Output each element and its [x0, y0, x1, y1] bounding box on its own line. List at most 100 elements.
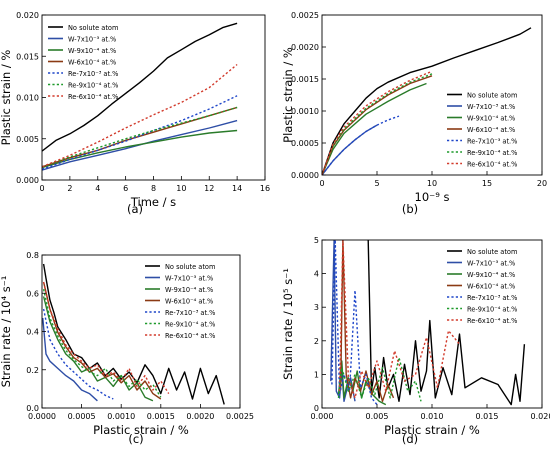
chart-panel-c: 0.0000 0.0005 0.0010 0.0015 0.0020 0.0025 0.0 0…: [0, 251, 254, 437]
legend: No solute atom W-7x10⁻³ at.% W-9x10⁻⁴ at.%…: [145, 263, 215, 340]
series-line-d-6: [338, 240, 461, 399]
x-tick-label: 20: [537, 179, 547, 188]
series-line-b-0: [322, 27, 532, 175]
series-group: [42, 22, 238, 171]
x-axis-label: Plastic strain / %: [384, 423, 480, 437]
legend-label: Re-7x10⁻³ at.%: [68, 70, 118, 78]
x-tick-label: 0.000: [311, 412, 334, 421]
series-line-a-5: [42, 106, 238, 168]
legend-label: Re-9x10⁻⁴ at.%: [165, 320, 215, 328]
series-line-d-5: [337, 356, 422, 402]
y-tick-label: 0.020: [16, 11, 39, 20]
x-tick-label: 0.0000: [28, 412, 56, 421]
y-tick-label: 5: [314, 236, 319, 245]
legend-label: W-9x10⁻⁴ at.%: [467, 271, 515, 279]
series-line-d-0: [367, 240, 526, 406]
series-line-d-2: [337, 360, 387, 406]
x-tick-label: 16: [260, 184, 270, 193]
series-line-a-4: [42, 95, 238, 170]
legend: No solute atom W-7x10⁻³ at.% W-9x10⁻⁴ at.%…: [447, 248, 517, 325]
legend-label: W-6x10⁻⁴ at.%: [467, 282, 515, 290]
series-line-a-6: [42, 63, 238, 168]
legend-label: No solute atom: [68, 24, 118, 32]
y-tick-label: 0.0025: [291, 11, 319, 20]
x-tick-label: 0.0020: [186, 412, 214, 421]
y-tick-label: 2: [314, 337, 319, 346]
y-tick-label: 0.005: [16, 135, 39, 144]
x-tick-label: 12: [204, 184, 214, 193]
legend-label: Re-9x10⁻⁴ at.%: [467, 149, 517, 157]
y-tick-label: 0.6: [26, 289, 39, 298]
x-tick-label: 0.010: [421, 412, 444, 421]
legend-label: W-6x10⁻⁴ at.%: [68, 58, 116, 66]
y-axis-label: Strain rate / 10⁴ s⁻¹: [0, 276, 13, 388]
x-tick-label: 0.005: [366, 412, 389, 421]
x-axis-label: 10⁻⁹ s: [415, 190, 450, 204]
y-tick-label: 0.0020: [291, 43, 319, 52]
y-tick-label: 0.010: [16, 94, 39, 103]
series-line-a-2: [42, 129, 238, 169]
series-line-d-4: [331, 240, 378, 406]
legend-label: Re-9x10⁻⁴ at.%: [68, 81, 118, 89]
series-group: [322, 27, 532, 175]
x-tick-label: 6: [123, 184, 128, 193]
legend: No solute atom W-7x10⁻³ at.% W-9x10⁻⁴ at.%…: [48, 24, 118, 101]
x-tick-label: 0.020: [531, 412, 550, 421]
figure-label-b: (b): [402, 202, 418, 216]
legend-label: Re-6x10⁻⁴ at.%: [467, 160, 517, 168]
legend-label: Re-6x10⁻⁴ at.%: [68, 93, 118, 101]
legend-label: Re-6x10⁻⁴ at.%: [165, 332, 215, 340]
y-tick-label: 0.015: [16, 52, 39, 61]
y-tick-label: 1: [314, 370, 319, 379]
legend-label: W-9x10⁻⁴ at.%: [68, 47, 116, 55]
series-line-b-4: [322, 115, 400, 175]
y-tick-label: 3: [314, 303, 319, 312]
legend-label: Re-6x10⁻⁴ at.%: [467, 317, 517, 325]
y-axis-label: Plastic strain / %: [281, 47, 295, 143]
legend-label: W-7x10⁻³ at.%: [68, 35, 116, 43]
x-tick-label: 5: [374, 179, 379, 188]
legend-label: W-6x10⁻⁴ at.%: [165, 297, 213, 305]
y-tick-label: 0.0005: [291, 139, 319, 148]
x-tick-label: 0.0025: [226, 412, 254, 421]
x-tick-label: 0: [39, 184, 44, 193]
series-line-a-1: [42, 119, 238, 171]
x-tick-label: 0.015: [476, 412, 499, 421]
series-line-c-1: [42, 317, 98, 402]
y-tick-label: 4: [314, 270, 319, 279]
figure-label-a: (a): [127, 202, 143, 216]
y-tick-label: 0.0000: [291, 171, 319, 180]
series-line-c-5: [42, 289, 162, 398]
x-tick-label: 4: [95, 184, 100, 193]
x-tick-label: 15: [482, 179, 492, 188]
legend-label: No solute atom: [467, 91, 517, 99]
legend-label: Re-9x10⁻⁴ at.%: [467, 305, 517, 313]
series-line-b-6: [322, 70, 433, 175]
x-axis-label: Time / s: [130, 195, 176, 209]
y-tick-label: 0.4: [26, 328, 39, 337]
legend-label: W-9x10⁻⁴ at.%: [165, 286, 213, 294]
legend-label: W-6x10⁻⁴ at.%: [467, 126, 515, 134]
x-tick-label: 14: [232, 184, 242, 193]
y-tick-label: 0.2: [26, 366, 39, 375]
x-tick-label: 10: [427, 179, 437, 188]
x-tick-label: 0.0010: [107, 412, 135, 421]
y-tick-label: 0.000: [16, 176, 39, 185]
legend-label: No solute atom: [467, 248, 517, 256]
series-group: [42, 263, 225, 405]
legend-label: W-7x10⁻³ at.%: [467, 259, 515, 267]
legend-label: W-7x10⁻³ at.%: [165, 274, 213, 282]
legend-label: Re-7x10⁻³ at.%: [165, 309, 215, 317]
series-line-a-0: [42, 22, 238, 152]
x-tick-label: 0: [319, 179, 324, 188]
legend-label: No solute atom: [165, 263, 215, 271]
x-axis-label: Plastic strain / %: [93, 423, 189, 437]
series-line-b-2: [322, 82, 427, 175]
legend-label: Re-7x10⁻³ at.%: [467, 137, 517, 145]
chart-panel-a: 0 2 4 6 8 10 12 14 16 0.000 0.005 0.010 0.015 0.020 Ti…: [0, 11, 270, 209]
y-tick-label: 0.0015: [291, 75, 319, 84]
series-line-c-4: [42, 308, 114, 400]
y-tick-label: 0.0: [26, 404, 39, 413]
series-line-c-3: [42, 281, 162, 400]
